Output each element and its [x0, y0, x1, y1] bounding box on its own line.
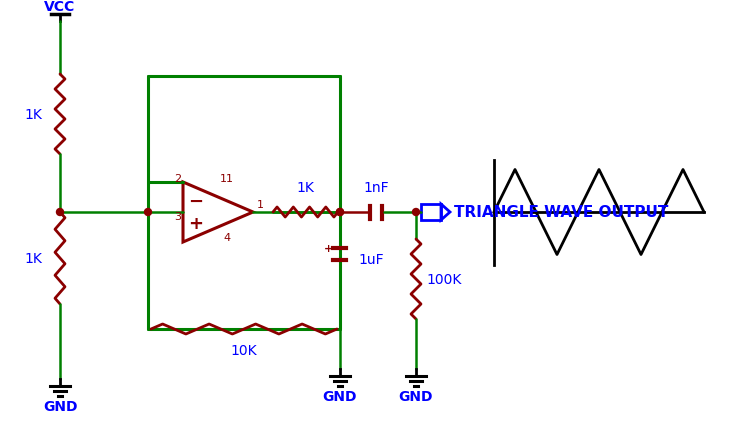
- Text: +: +: [188, 214, 203, 232]
- Text: 10K: 10K: [231, 343, 257, 357]
- Text: 4: 4: [223, 233, 230, 243]
- Text: TRIANGLE WAVE OUTPUT: TRIANGLE WAVE OUTPUT: [454, 205, 668, 220]
- Text: 11: 11: [220, 174, 234, 184]
- Circle shape: [145, 209, 152, 216]
- Text: VCC: VCC: [44, 0, 76, 14]
- Text: −: −: [188, 193, 203, 211]
- Text: GND: GND: [43, 399, 77, 413]
- Text: 3: 3: [175, 212, 181, 221]
- Text: 1K: 1K: [24, 252, 42, 265]
- Text: GND: GND: [399, 389, 433, 403]
- Text: +: +: [324, 243, 333, 253]
- Bar: [421, 205, 441, 221]
- Text: GND: GND: [322, 389, 357, 403]
- Text: 1: 1: [257, 200, 264, 209]
- Circle shape: [337, 209, 344, 216]
- Text: 1K: 1K: [24, 108, 42, 122]
- Circle shape: [337, 209, 344, 216]
- Text: 2: 2: [175, 174, 181, 184]
- Circle shape: [413, 209, 419, 216]
- Text: 1K: 1K: [296, 181, 314, 194]
- Text: 100K: 100K: [426, 272, 461, 286]
- Circle shape: [56, 209, 64, 216]
- Text: 1uF: 1uF: [358, 252, 383, 266]
- Text: 1nF: 1nF: [363, 181, 388, 194]
